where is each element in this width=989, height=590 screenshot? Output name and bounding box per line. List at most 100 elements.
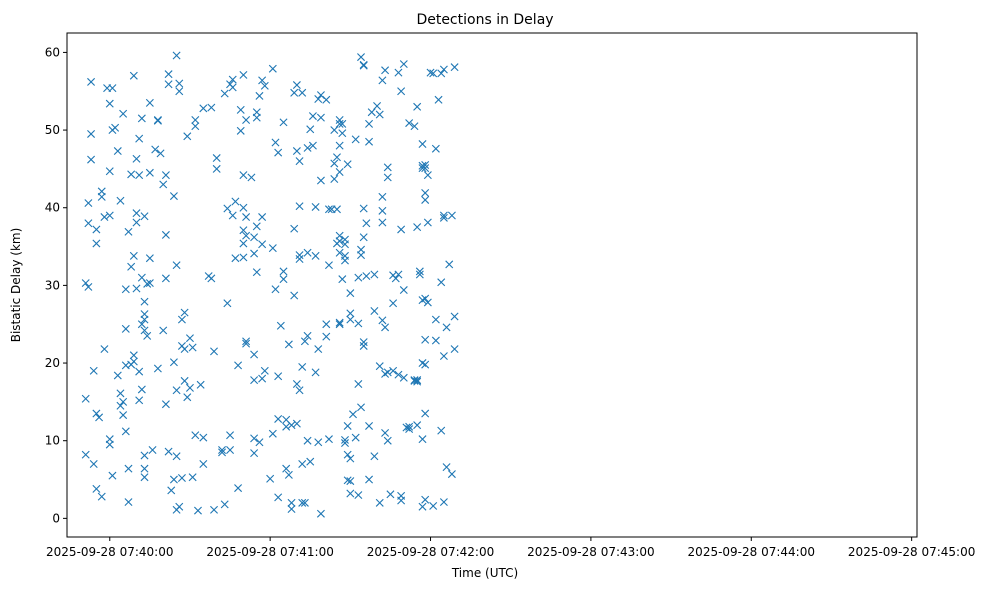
data-point	[153, 116, 162, 125]
data-point	[340, 256, 349, 265]
data-point	[405, 119, 414, 128]
data-point	[447, 470, 456, 479]
data-point	[180, 376, 189, 385]
data-point	[185, 334, 194, 343]
data-point	[180, 308, 189, 317]
data-point	[354, 319, 363, 328]
y-axis: 0 10 20 30 40 50 60	[45, 45, 67, 525]
data-point	[84, 219, 93, 228]
data-point	[169, 358, 178, 367]
data-point	[314, 95, 323, 103]
data-point	[421, 360, 430, 369]
data-point	[282, 464, 291, 473]
data-point	[87, 155, 96, 164]
data-point	[255, 438, 264, 447]
data-point	[330, 159, 339, 168]
data-points	[81, 51, 459, 518]
data-point	[381, 428, 390, 437]
data-point	[260, 366, 269, 375]
data-point	[330, 175, 339, 183]
data-point	[274, 372, 283, 381]
data-point	[92, 409, 101, 418]
y-tick-label: 40	[45, 201, 60, 215]
data-point	[210, 505, 219, 514]
data-point	[137, 114, 146, 123]
data-point	[423, 298, 432, 307]
data-point	[389, 366, 398, 375]
x-tick-label: 2025-09-28 07:44:00	[688, 545, 815, 559]
data-point	[383, 436, 392, 445]
data-point	[335, 320, 344, 329]
data-point	[421, 409, 430, 418]
data-point	[164, 70, 173, 79]
x-axis: 2025-09-28 07:40:00 2025-09-28 07:41:00 20…	[46, 537, 975, 559]
data-point	[223, 299, 232, 308]
data-point	[132, 218, 141, 227]
data-point	[413, 223, 422, 232]
data-point	[239, 203, 248, 212]
data-point	[268, 244, 277, 253]
data-point	[220, 89, 229, 98]
data-point	[135, 367, 144, 376]
data-point	[351, 135, 360, 144]
data-point	[357, 245, 366, 254]
data-point	[311, 202, 320, 211]
data-point	[338, 119, 347, 128]
data-point	[335, 115, 344, 124]
data-point	[370, 307, 379, 316]
data-point	[295, 254, 304, 263]
data-point	[295, 251, 304, 260]
data-point	[413, 421, 422, 430]
data-point	[169, 475, 178, 484]
data-point	[378, 218, 387, 227]
data-point	[418, 435, 427, 444]
data-point	[346, 289, 355, 298]
y-tick-label: 10	[45, 434, 60, 448]
data-point	[124, 464, 133, 473]
data-point	[287, 505, 296, 514]
data-point	[127, 262, 136, 271]
data-point	[292, 419, 301, 428]
x-tick-label: 2025-09-28 07:41:00	[206, 545, 333, 559]
data-point	[239, 171, 248, 180]
data-point	[250, 376, 259, 385]
data-point	[231, 197, 240, 206]
data-point	[365, 137, 374, 146]
data-point	[397, 496, 406, 505]
data-point	[260, 81, 269, 90]
data-point	[228, 211, 237, 220]
data-point	[413, 376, 422, 385]
data-point	[343, 160, 352, 169]
data-point	[442, 463, 451, 472]
data-point	[292, 147, 301, 156]
data-point	[439, 352, 448, 361]
data-point	[105, 440, 114, 449]
data-point	[421, 495, 430, 504]
y-tick-label: 60	[45, 45, 60, 59]
data-point	[298, 88, 307, 97]
data-point	[239, 70, 248, 79]
data-point	[282, 422, 291, 431]
data-point	[175, 87, 184, 96]
data-point	[127, 170, 136, 179]
data-point	[177, 473, 186, 482]
data-point	[266, 474, 275, 483]
data-point	[223, 204, 232, 213]
data-point	[378, 76, 387, 85]
data-point	[391, 274, 400, 283]
data-point	[394, 68, 403, 77]
data-point	[175, 502, 184, 511]
data-point	[140, 451, 149, 460]
data-point	[268, 64, 277, 73]
data-point	[279, 118, 288, 127]
data-point	[242, 231, 251, 240]
data-point	[298, 362, 307, 371]
data-point	[164, 80, 173, 89]
data-point	[290, 291, 299, 300]
data-point	[87, 77, 96, 86]
data-point	[418, 359, 427, 368]
data-point	[207, 274, 216, 283]
data-point	[258, 240, 267, 249]
data-point	[381, 369, 390, 378]
